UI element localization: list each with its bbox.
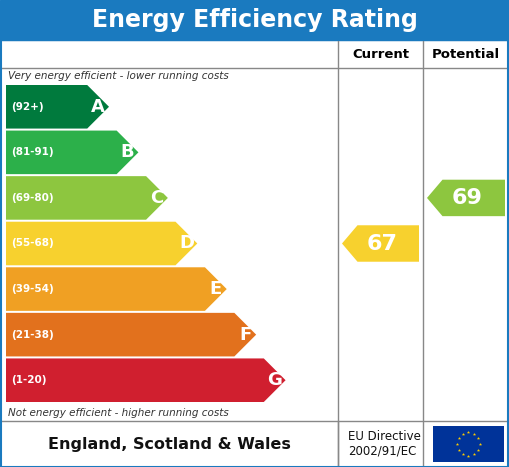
Text: A: A [91, 98, 105, 116]
Text: (69-80): (69-80) [11, 193, 53, 203]
Text: England, Scotland & Wales: England, Scotland & Wales [47, 437, 291, 452]
Text: Potential: Potential [432, 48, 500, 61]
Text: Energy Efficiency Rating: Energy Efficiency Rating [92, 8, 417, 32]
Polygon shape [6, 359, 286, 402]
Text: B: B [121, 143, 134, 162]
Polygon shape [6, 131, 138, 174]
Text: (39-54): (39-54) [11, 284, 54, 294]
Text: 67: 67 [366, 234, 398, 254]
Text: 2002/91/EC: 2002/91/EC [348, 445, 416, 458]
Bar [0, 0, 509, 40]
Polygon shape [6, 176, 168, 219]
Text: F: F [239, 325, 251, 344]
Bar [433, 426, 504, 462]
Text: Very energy efficient - lower running costs: Very energy efficient - lower running co… [8, 71, 229, 81]
Text: (81-91): (81-91) [11, 148, 53, 157]
Polygon shape [427, 180, 505, 216]
Text: Current: Current [352, 48, 409, 61]
Text: G: G [267, 371, 282, 389]
Text: (21-38): (21-38) [11, 330, 54, 340]
Text: (55-68): (55-68) [11, 239, 54, 248]
Polygon shape [6, 222, 197, 265]
Text: Not energy efficient - higher running costs: Not energy efficient - higher running co… [8, 408, 229, 418]
Text: EU Directive: EU Directive [348, 431, 421, 444]
Text: (1-20): (1-20) [11, 375, 46, 385]
Text: D: D [179, 234, 194, 253]
Text: (92+): (92+) [11, 102, 44, 112]
Polygon shape [342, 225, 419, 262]
Text: C: C [150, 189, 163, 207]
Polygon shape [6, 85, 109, 128]
Text: E: E [210, 280, 222, 298]
Polygon shape [6, 267, 227, 311]
Text: 69: 69 [452, 188, 483, 208]
Polygon shape [6, 313, 256, 356]
